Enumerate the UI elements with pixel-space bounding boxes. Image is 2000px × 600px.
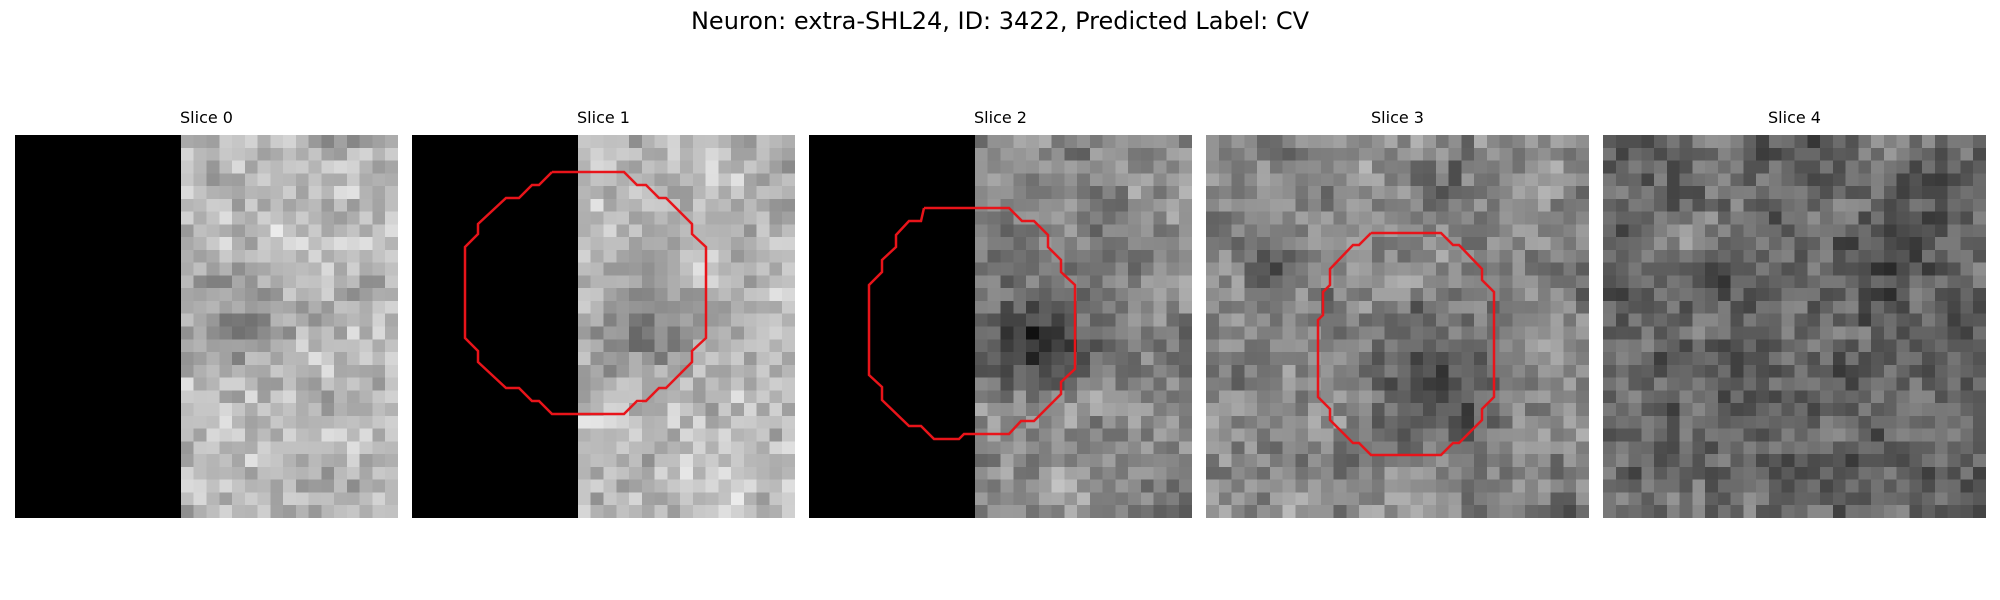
slice-title: Slice 3 [1371,108,1424,127]
roi-overlay-0 [15,135,398,518]
roi-contour [463,170,708,416]
slice-panel-2: Slice 2 [809,105,1192,518]
slice-image-2 [809,135,1192,518]
roi-contour [867,206,1077,441]
slice-title: Slice 4 [1768,108,1821,127]
slice-image-4 [1603,135,1986,518]
roi-overlay-3 [1316,231,1496,457]
slice-panel-3: Slice 3 [1206,105,1589,518]
figure-title: Neuron: extra-SHL24, ID: 3422, Predicted… [690,7,1310,35]
slice-panel-1: Slice 1 [412,105,795,518]
slice-title: Slice 0 [180,108,233,127]
slice-panel-4: Slice 4 [1603,105,1986,518]
slice-image-0 [15,135,398,518]
roi-contour [1316,231,1496,457]
slice-title: Slice 1 [577,108,630,127]
roi-overlay-2 [867,206,1077,441]
roi-overlay-1 [463,170,708,416]
slice-title: Slice 2 [974,108,1027,127]
slice-panel-0: Slice 0 [15,105,398,518]
roi-overlay-4 [1603,135,1986,518]
slice-image-1 [412,135,795,518]
